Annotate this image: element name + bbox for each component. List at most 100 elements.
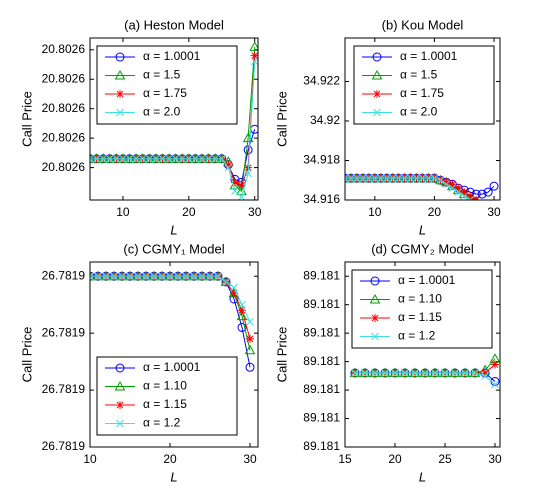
subplot: (a) Heston Model L Call Price 10 20 30 20.8026… [19,17,261,237]
marker-x [90,154,94,163]
legend-box [353,45,495,125]
marker-x [491,218,498,225]
x-tick-label: 30 [488,452,502,466]
marker-x [145,154,154,163]
y-tick-label: 20.8026 [42,101,86,115]
marker-x [421,369,429,377]
marker-x [460,192,469,200]
marker-x [481,371,489,380]
marker-x [132,154,140,163]
x-tick-label: 10 [368,205,382,219]
marker-triangle [345,172,351,183]
marker-circle [237,322,247,332]
legend-label: α = 2.0 [143,105,181,119]
legend-label: α = 1.15 [143,397,187,411]
marker-circle [115,52,125,62]
marker-x [184,154,193,163]
marker-x [152,154,160,163]
subplot-title: (d) CGMY₂ Model [371,241,474,256]
y-tick-label: 89.181 [303,297,340,311]
x-tick-label: 30 [243,452,257,466]
marker-asterisk [246,334,254,343]
marker-x [174,272,182,281]
y-tick-label: 26.7819 [42,439,86,453]
legend-label: α = 1.75 [143,86,187,100]
y-tick-label: 26.7819 [42,268,86,282]
marker-x [394,174,403,183]
marker-asterisk [481,369,489,377]
legend-box [96,45,238,125]
marker-asterisk [460,188,469,197]
legend-box [351,269,493,349]
marker-asterisk [230,289,238,298]
y-tick-label: 26.7819 [42,382,86,396]
marker-x [371,332,379,341]
marker-triangle [114,380,126,391]
plot-data [349,353,500,389]
subplot-title: (c) CGMY₁ Model [123,241,224,256]
marker-circle [115,363,125,373]
y-tick-label: 26.7819 [42,325,86,339]
y-tick-label: 89.181 [303,382,340,396]
marker-circle [370,276,380,286]
marker-asterisk [454,184,463,193]
legend-label: α = 1.5 [143,68,181,82]
marker-asterisk [371,314,379,322]
marker-x [479,206,486,213]
marker-x [166,272,174,281]
marker-circle [372,52,382,62]
x-axis-label: L [419,222,426,237]
x-tick-label: 20 [388,452,402,466]
marker-x [206,272,214,281]
x-tick-label: 20 [428,205,442,219]
subplot: (b) Kou Model L Call Price 10 20 30 34.916 34.9… [274,17,501,237]
y-axis-label: Call Price [19,327,34,383]
y-tick-label: 34.918 [303,153,340,167]
y-axis-label: Call Price [274,91,289,147]
marker-x [102,272,110,281]
marker-x [491,380,499,389]
marker-x [401,369,409,377]
marker-x [158,272,166,281]
plot-frame [89,37,259,201]
plot-data [345,172,499,225]
legend: α = 1.0001 α = 1.5 α = 1.75 α = 2.0 [353,45,495,125]
plot-data [90,41,258,200]
marker-asterisk [466,192,475,200]
y-tick-label: 89.181 [303,411,340,425]
plot-frame [344,37,501,201]
legend-label: α = 2.0 [400,105,438,119]
marker-circle [489,181,499,191]
marker-x [424,174,433,183]
marker-triangle [244,344,256,355]
x-tick-label: 30 [487,205,501,219]
legend-label: α = 1.0001 [143,49,201,63]
subplot: (d) CGMY₂ Model L Call Price 15 20 25 30 89.181… [274,241,502,484]
marker-x [237,193,246,200]
marker-x [105,154,114,163]
x-axis-label: L [419,469,426,484]
marker-x [165,154,173,163]
marker-asterisk [237,181,246,190]
marker-x [471,369,479,377]
marker-triangle [371,69,383,80]
marker-x [418,174,427,183]
marker-x [388,174,397,183]
marker-x [231,187,239,196]
marker-x [371,369,379,377]
y-tick-label: 20.8026 [42,71,86,85]
y-axis-label: Call Price [19,91,34,147]
marker-x [382,174,391,183]
marker-asterisk [116,90,124,98]
y-axis-label: Call Price [274,327,289,383]
y-tick-label: 20.8026 [42,130,86,144]
plot-frame [89,261,259,448]
legend-label: α = 1.10 [143,379,187,393]
marker-x [92,154,101,163]
marker-triangle [369,293,381,304]
legend-label: α = 1.2 [143,416,181,430]
plot-data [90,270,256,372]
marker-x [376,174,385,183]
marker-triangle [249,41,258,51]
marker-x [238,300,246,309]
